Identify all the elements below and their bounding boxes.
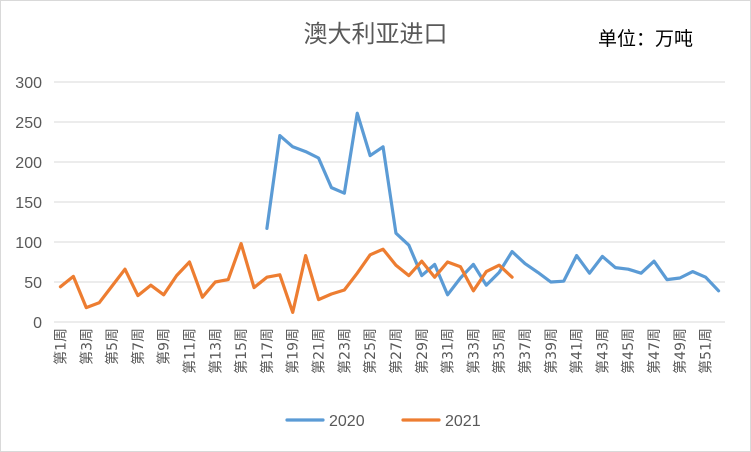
y-tick-label: 50 bbox=[24, 275, 42, 292]
x-tick-label: 第15周 bbox=[233, 328, 250, 374]
x-tick-label: 第47周 bbox=[646, 328, 663, 374]
x-tick-label: 第33周 bbox=[465, 328, 482, 374]
y-axis-ticks: 0 50 100 150 200 250 300 bbox=[15, 75, 42, 332]
x-tick-label: 第39周 bbox=[543, 328, 560, 374]
y-tick-label: 300 bbox=[15, 75, 42, 92]
x-tick-label: 第5周 bbox=[104, 328, 121, 365]
y-tick-label: 100 bbox=[15, 235, 42, 252]
legend-label-2021: 2021 bbox=[445, 413, 481, 430]
x-tick-label: 第25周 bbox=[362, 328, 379, 374]
y-tick-label: 250 bbox=[15, 115, 42, 132]
x-tick-label: 第13周 bbox=[207, 328, 224, 374]
legend-label-2020: 2020 bbox=[329, 413, 365, 430]
chart-title: 澳大利亚进口 bbox=[303, 20, 448, 48]
x-tick-label: 第9周 bbox=[156, 328, 173, 365]
x-tick-label: 第43周 bbox=[594, 328, 611, 374]
x-tick-label: 第45周 bbox=[620, 328, 637, 374]
series-line-2020 bbox=[265, 111, 721, 297]
x-tick-label: 第35周 bbox=[491, 328, 508, 374]
x-tick-label: 第41周 bbox=[569, 328, 586, 374]
x-axis-ticks: 第1周 第3周 第5周 第7周 第9周 第11周 第13周 第15周 第17周 第19周 第21周第… bbox=[52, 328, 714, 374]
series-lines bbox=[58, 111, 721, 314]
x-tick-label: 第21周 bbox=[311, 328, 328, 374]
y-tick-label: 150 bbox=[15, 195, 42, 212]
x-tick-label: 第37周 bbox=[517, 328, 534, 374]
x-tick-label: 第7周 bbox=[130, 328, 147, 365]
x-tick-label: 第3周 bbox=[78, 328, 95, 365]
unit-label: 单位：万吨 bbox=[598, 28, 694, 50]
x-tick-label: 第19周 bbox=[285, 328, 302, 374]
legend: 2020 2021 bbox=[285, 413, 481, 430]
x-tick-label: 第1周 bbox=[52, 328, 69, 365]
y-tick-label: 0 bbox=[33, 315, 42, 332]
x-tick-label: 第49周 bbox=[672, 328, 689, 374]
x-tick-label: 第11周 bbox=[181, 328, 198, 374]
x-tick-label: 第23周 bbox=[336, 328, 353, 374]
series-line-2021 bbox=[58, 242, 514, 314]
y-tick-label: 200 bbox=[15, 155, 42, 172]
x-tick-label: 第17周 bbox=[259, 328, 276, 374]
gridlines bbox=[54, 81, 725, 323]
x-tick-label: 第27周 bbox=[388, 328, 405, 374]
x-tick-label: 第29周 bbox=[414, 328, 431, 374]
x-tick-label: 第51周 bbox=[698, 328, 715, 374]
x-tick-label: 第31周 bbox=[440, 328, 457, 374]
